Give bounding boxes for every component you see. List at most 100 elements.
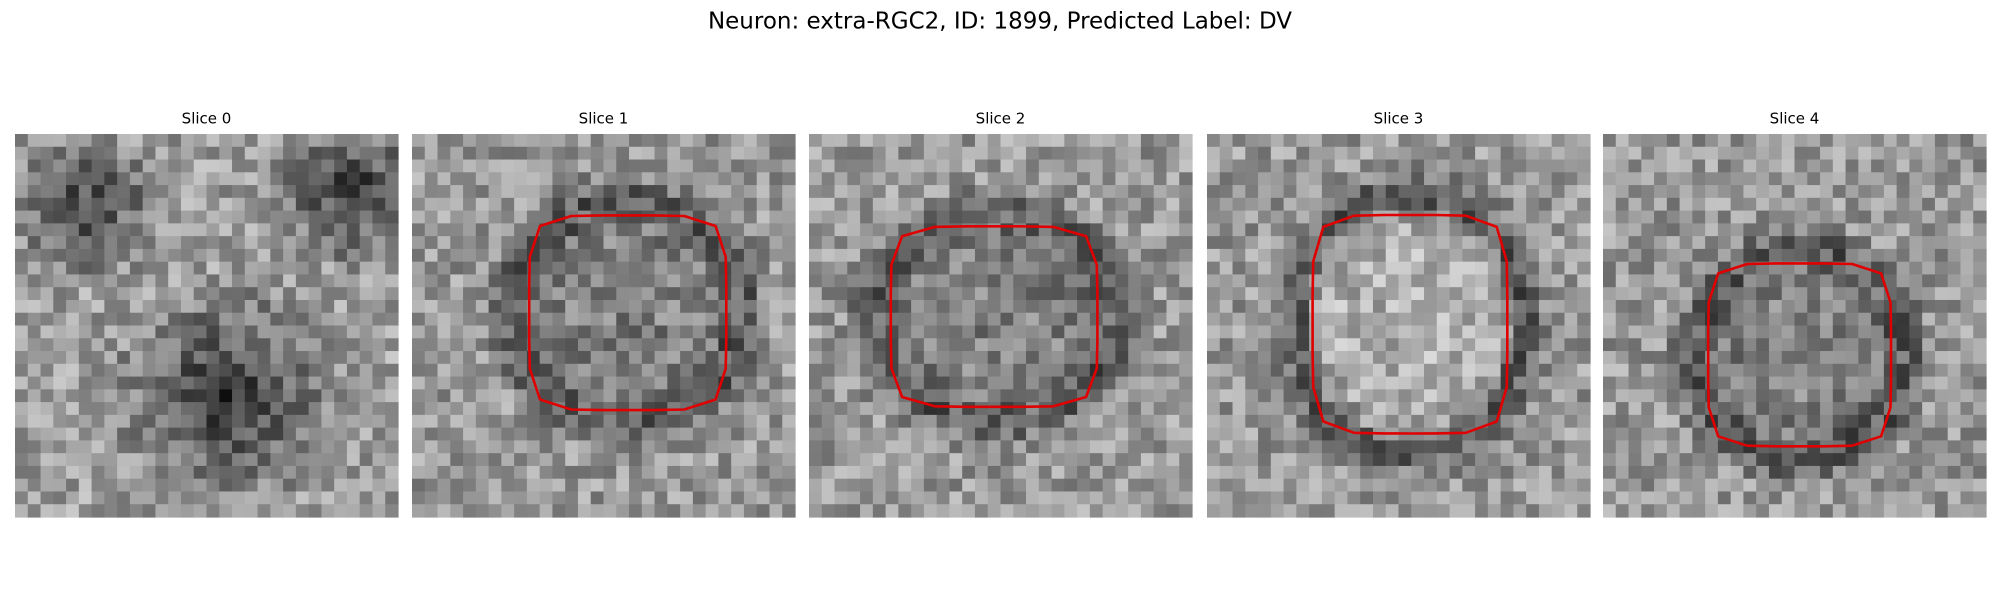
pixel [488, 248, 502, 263]
pixel [475, 312, 490, 327]
pixel [1270, 261, 1285, 276]
pixel [898, 376, 912, 390]
pixel [962, 325, 976, 339]
pixel [1564, 389, 1578, 403]
pixel [1013, 312, 1027, 327]
pixel [1603, 440, 1617, 454]
pixel [117, 389, 131, 403]
pixel [1436, 376, 1451, 390]
pixel [129, 134, 144, 148]
pixel [1334, 376, 1349, 390]
pixel [40, 465, 54, 480]
pixel [1166, 351, 1180, 365]
pixel [1960, 427, 1974, 441]
pixel [629, 440, 643, 454]
pixel [731, 236, 745, 250]
pixel [450, 325, 464, 339]
pixel [1781, 363, 1796, 378]
pixel [1679, 325, 1693, 339]
pixel [923, 325, 938, 339]
pixel [923, 172, 938, 186]
pixel [1500, 197, 1514, 212]
pixel [1717, 363, 1732, 378]
pixel [372, 376, 386, 390]
pixel [962, 197, 976, 212]
pixel [1922, 236, 1936, 250]
pixel [1947, 287, 1962, 301]
pixel [1232, 312, 1246, 327]
pixel [1179, 134, 1193, 148]
pixel [1360, 287, 1374, 301]
pixel [1730, 465, 1745, 480]
pixel [1768, 491, 1783, 505]
pixel [1372, 325, 1387, 339]
pixel [193, 504, 208, 518]
pixel [1153, 478, 1168, 493]
pixel [1245, 197, 1259, 212]
pixel [193, 427, 208, 441]
pixel [1973, 363, 1987, 378]
pixel [1603, 338, 1617, 352]
pixel [1654, 363, 1668, 378]
pixel [1296, 414, 1310, 429]
pixel [1934, 172, 1949, 186]
pixel [1730, 236, 1745, 250]
pixel [654, 159, 668, 173]
pixel [1026, 363, 1040, 378]
pixel [1449, 363, 1463, 378]
pixel [1245, 223, 1259, 237]
pixel [962, 453, 976, 467]
pixel [1960, 414, 1974, 429]
pixel [1794, 363, 1808, 378]
pixel [1577, 440, 1591, 454]
pixel [359, 236, 374, 250]
pixel [283, 210, 297, 224]
panel-title: Slice 4 [1770, 110, 1820, 128]
pixel [1794, 287, 1808, 301]
pixel [809, 312, 823, 327]
pixel [1166, 453, 1180, 467]
pixel [1424, 465, 1438, 480]
pixel [731, 248, 745, 263]
pixel [974, 312, 989, 327]
pixel [923, 299, 938, 314]
pixel [117, 465, 131, 480]
pixel [168, 287, 182, 301]
pixel [1102, 351, 1116, 365]
pixel [590, 236, 605, 250]
pixel [1654, 402, 1668, 416]
pixel [1781, 236, 1796, 250]
pixel [1038, 389, 1053, 403]
pixel [27, 504, 42, 518]
pixel [987, 504, 1002, 518]
pixel [463, 440, 477, 454]
pixel [463, 312, 477, 327]
pixel [743, 223, 758, 237]
pixel [1513, 453, 1527, 467]
pixel [616, 325, 630, 339]
pixel [923, 453, 938, 467]
pixel [346, 223, 361, 237]
pixel [1153, 427, 1168, 441]
pixel [1934, 402, 1949, 416]
pixel [40, 376, 54, 390]
pixel [359, 248, 374, 263]
pixel [359, 159, 374, 173]
pixel [1321, 210, 1336, 224]
pixel [1296, 389, 1310, 403]
pixel [885, 491, 899, 505]
pixel [1283, 504, 1297, 518]
pixel [40, 261, 54, 276]
pixel [1232, 440, 1246, 454]
pixel [66, 427, 80, 441]
pixel [1743, 312, 1757, 327]
pixel [91, 210, 105, 224]
pixel [834, 363, 848, 378]
pixel [1000, 427, 1014, 441]
pixel [987, 491, 1002, 505]
pixel [219, 146, 233, 161]
pixel [731, 261, 745, 276]
pixel [718, 223, 732, 237]
pixel [463, 389, 477, 403]
pixel [705, 172, 719, 186]
